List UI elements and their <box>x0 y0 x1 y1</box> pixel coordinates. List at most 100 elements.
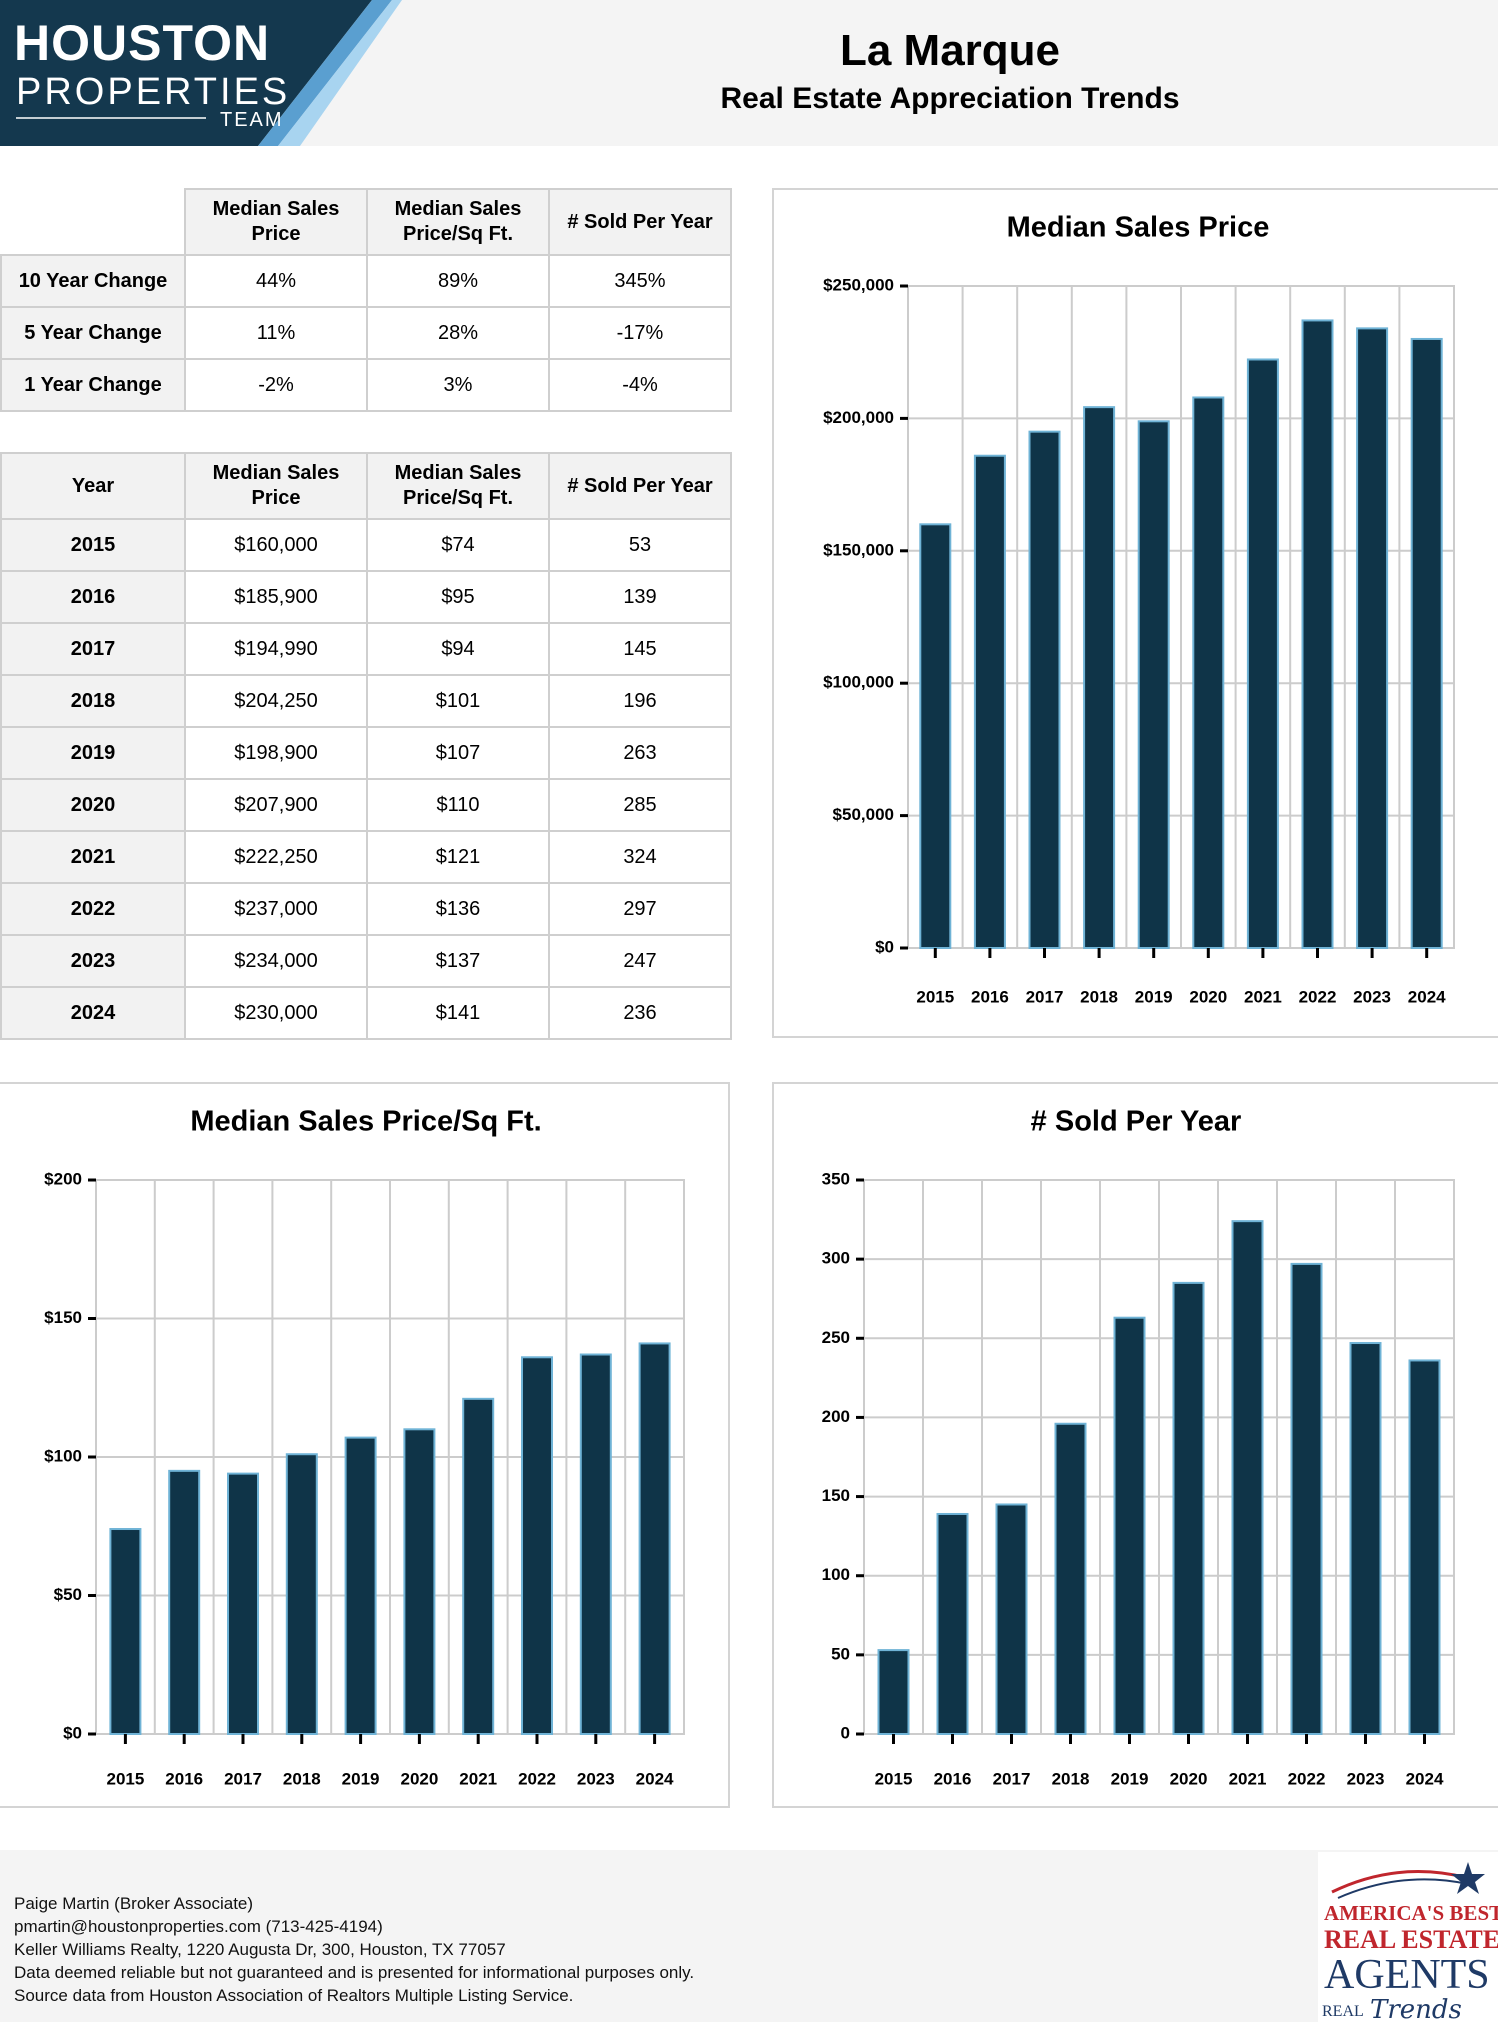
table-cell: -2% <box>184 358 368 412</box>
page-header: HOUSTON PROPERTIES TEAM La Marque Real E… <box>0 0 1498 146</box>
bar-2024 <box>1410 337 1443 949</box>
bar-2023 <box>1356 327 1389 950</box>
table-cell: $234,000 <box>184 934 368 988</box>
table-cell: $237,000 <box>184 882 368 936</box>
chart-title: Median Sales Price <box>1007 212 1270 244</box>
x-tick-label: 2020 <box>1189 987 1227 1006</box>
x-tick-label: 2015 <box>106 1769 144 1788</box>
table-cell: 324 <box>548 830 732 884</box>
y-tick-label: 100 <box>822 1565 850 1584</box>
americas-best-agents-badge: AMERICA'S BEST REAL ESTATE AGENTS REAL T… <box>1318 1852 1498 2022</box>
chart-title: # Sold Per Year <box>1031 1106 1242 1138</box>
y-tick-label: $0 <box>63 1723 82 1742</box>
table-cell: 345% <box>548 254 732 308</box>
sold-per-year-chart-svg: # Sold Per Year 0 50 100 150 200 250 300 350 2015… <box>822 1106 1455 1788</box>
table-cell: $198,900 <box>184 726 368 780</box>
y-tick-label: $100,000 <box>823 673 894 692</box>
x-tick-label: 2023 <box>577 1769 615 1788</box>
row-label: 10 Year Change <box>0 254 186 308</box>
badge-line2: REAL ESTATE <box>1324 1925 1498 1954</box>
x-tick-label: 2016 <box>165 1769 203 1788</box>
table-row: 5 Year Change 11% 28% -17% <box>0 306 732 360</box>
table-cell: 196 <box>548 674 732 728</box>
logo-line3: TEAM <box>220 109 284 131</box>
row-label: 5 Year Change <box>0 306 186 360</box>
table-row: 10 Year Change 44% 89% 345% <box>0 254 732 308</box>
table-cell: 53 <box>548 518 732 572</box>
bar-2019 <box>344 1436 377 1735</box>
table-cell: 145 <box>548 622 732 676</box>
column-header: Median Sales Price/Sq Ft. <box>366 452 550 520</box>
footer-disclaimer: Data deemed reliable but not guaranteed … <box>14 1963 695 1982</box>
x-tick-label: 2021 <box>1229 1769 1267 1788</box>
bar-2015 <box>877 1649 910 1736</box>
table-row: 2018 $204,250 $101 196 <box>0 674 732 728</box>
x-tick-label: 2023 <box>1353 987 1391 1006</box>
x-tick-label: 2017 <box>993 1769 1031 1788</box>
badge-line5: Trends <box>1370 1995 1462 2022</box>
x-tick-label: 2022 <box>1299 987 1337 1006</box>
star-icon <box>1451 1862 1485 1894</box>
x-tick-label: 2018 <box>283 1769 321 1788</box>
yearly-data-table: Year Median Sales Price Median Sales Pri… <box>0 452 732 1040</box>
x-tick-label: 2015 <box>916 987 954 1006</box>
year-cell: 2019 <box>0 726 186 780</box>
year-cell: 2015 <box>0 518 186 572</box>
x-tick-label: 2024 <box>1408 987 1446 1006</box>
bar-2018 <box>1083 406 1116 949</box>
x-tick-label: 2022 <box>518 1769 556 1788</box>
y-tick-label: $150,000 <box>823 540 894 559</box>
x-tick-label: 2019 <box>342 1769 380 1788</box>
table-cell: -4% <box>548 358 732 412</box>
table-cell: $194,990 <box>184 622 368 676</box>
table-cell: $137 <box>366 934 550 988</box>
y-tick-label: $200 <box>44 1169 82 1188</box>
bar-2024 <box>1408 1359 1441 1735</box>
table-cell: $94 <box>366 622 550 676</box>
footer-agent-name: Paige Martin (Broker Associate) <box>14 1894 254 1913</box>
logo-line2: PROPERTIES <box>16 71 290 113</box>
table-cell: $107 <box>366 726 550 780</box>
column-header: # Sold Per Year <box>548 452 732 520</box>
table-cell: $207,900 <box>184 778 368 832</box>
median-sales-price-chart-svg: Median Sales Price $0 $50,000 $100,000 $150,… <box>823 212 1455 1006</box>
x-tick-label: 2019 <box>1111 1769 1149 1788</box>
table-cell: $204,250 <box>184 674 368 728</box>
year-cell: 2018 <box>0 674 186 728</box>
y-tick-label: $200,000 <box>823 408 894 427</box>
table-cell: $121 <box>366 830 550 884</box>
x-tick-label: 2016 <box>971 987 1009 1006</box>
y-tick-label: 350 <box>822 1169 850 1188</box>
table-row: 2015 $160,000 $74 53 <box>0 518 732 572</box>
bar-2016 <box>936 1512 969 1735</box>
page-footer: Paige Martin (Broker Associate) pmartin@… <box>0 1850 1498 2022</box>
x-tick-label: 2022 <box>1288 1769 1326 1788</box>
x-tick-label: 2020 <box>1170 1769 1208 1788</box>
x-tick-label: 2024 <box>636 1769 674 1788</box>
year-cell: 2017 <box>0 622 186 676</box>
table-cell: $101 <box>366 674 550 728</box>
bar-2019 <box>1113 1316 1146 1736</box>
bar-2020 <box>1172 1281 1205 1735</box>
table-row: 1 Year Change -2% 3% -4% <box>0 358 732 412</box>
table-cell: 3% <box>366 358 550 412</box>
bar-2019 <box>1137 420 1170 949</box>
table-cell: $110 <box>366 778 550 832</box>
table-corner <box>1 189 185 256</box>
y-tick-label: $0 <box>875 937 894 956</box>
year-cell: 2022 <box>0 882 186 936</box>
x-tick-label: 2018 <box>1080 987 1118 1006</box>
year-cell: 2020 <box>0 778 186 832</box>
table-row: 2021 $222,250 $121 324 <box>0 830 732 884</box>
table-cell: $141 <box>366 986 550 1040</box>
table-cell: 236 <box>548 986 732 1040</box>
table-cell: 89% <box>366 254 550 308</box>
y-tick-label: 250 <box>822 1328 850 1347</box>
median-sales-price-chart: Median Sales Price $0 $50,000 $100,000 $150,… <box>772 188 1498 1038</box>
table-row: 2022 $237,000 $136 297 <box>0 882 732 936</box>
x-tick-label: 2023 <box>1347 1769 1385 1788</box>
table-cell: $136 <box>366 882 550 936</box>
year-cell: 2023 <box>0 934 186 988</box>
y-tick-label: 200 <box>822 1407 850 1426</box>
table-cell: $74 <box>366 518 550 572</box>
